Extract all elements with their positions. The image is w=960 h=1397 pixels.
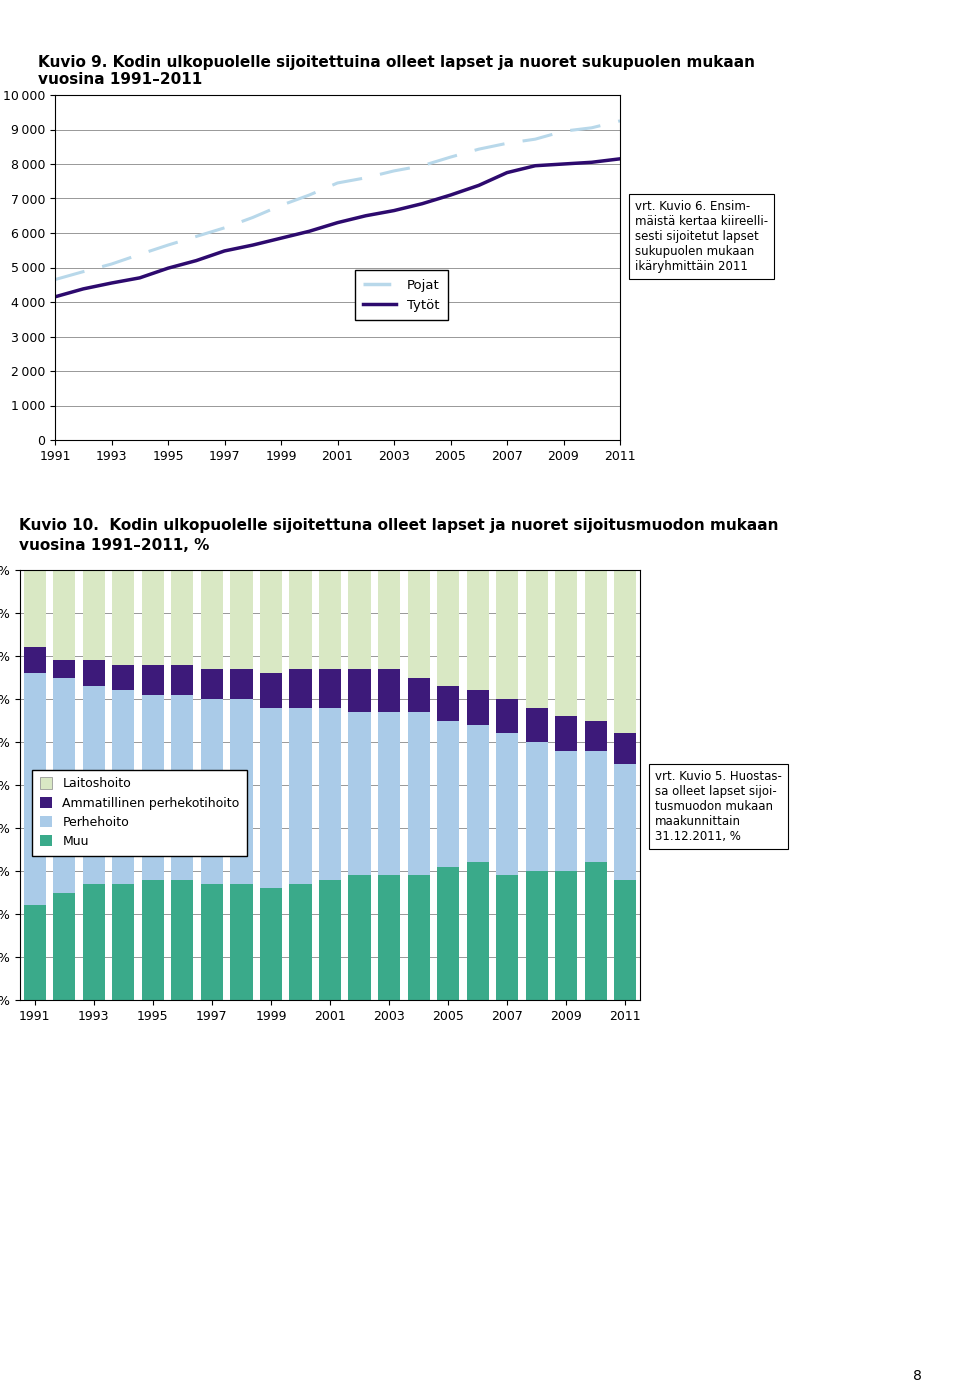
Bar xyxy=(585,570,607,721)
Text: vuosina 1991–2011, %: vuosina 1991–2011, % xyxy=(19,538,209,553)
Bar xyxy=(614,733,636,764)
Bar xyxy=(142,694,164,880)
Bar xyxy=(53,570,75,661)
Bar xyxy=(24,570,46,647)
Bar xyxy=(142,665,164,694)
Legend: Laitoshoito, Ammatillinen perhekotihoito, Perhehoito, Muu: Laitoshoito, Ammatillinen perhekotihoito… xyxy=(33,770,248,855)
Bar xyxy=(437,721,459,866)
Bar xyxy=(260,673,282,708)
Bar xyxy=(407,712,430,876)
Bar xyxy=(319,880,341,1000)
Bar xyxy=(112,665,134,690)
Bar xyxy=(525,708,548,742)
Bar xyxy=(496,876,518,1000)
Bar xyxy=(260,888,282,1000)
Bar xyxy=(585,721,607,750)
Bar xyxy=(437,686,459,721)
Text: 8: 8 xyxy=(913,1369,922,1383)
Bar xyxy=(496,570,518,698)
Bar xyxy=(171,570,194,665)
Bar xyxy=(614,570,636,733)
Bar xyxy=(142,880,164,1000)
Bar xyxy=(378,669,400,712)
Bar xyxy=(348,712,371,876)
Bar xyxy=(467,725,489,862)
Bar xyxy=(585,750,607,862)
Bar xyxy=(378,876,400,1000)
Bar xyxy=(378,712,400,876)
Bar xyxy=(437,866,459,1000)
Bar xyxy=(555,570,577,717)
Bar xyxy=(467,862,489,1000)
Bar xyxy=(289,669,312,708)
Text: vrt. Kuvio 6. Ensim-
mäistä kertaa kiireelli-
sesti sijoitetut lapset
sukupuolen: vrt. Kuvio 6. Ensim- mäistä kertaa kiire… xyxy=(635,200,768,272)
Bar xyxy=(467,570,489,690)
Text: Kuvio 9. Kodin ulkopuolelle sijoitettuina olleet lapset ja nuoret sukupuolen muk: Kuvio 9. Kodin ulkopuolelle sijoitettuin… xyxy=(38,54,756,70)
Bar xyxy=(171,694,194,880)
Bar xyxy=(348,876,371,1000)
Bar xyxy=(24,673,46,905)
Text: Kuvio 10.  Kodin ulkopuolelle sijoitettuna olleet lapset ja nuoret sijoitusmuodo: Kuvio 10. Kodin ulkopuolelle sijoitettun… xyxy=(19,518,779,534)
Bar xyxy=(112,884,134,1000)
Bar xyxy=(319,708,341,880)
Bar xyxy=(407,570,430,678)
Bar xyxy=(201,669,223,698)
Text: vrt. Kuvio 5. Huostas-
sa olleet lapset sijoi-
tusmuodon mukaan
maakunnittain
31: vrt. Kuvio 5. Huostas- sa olleet lapset … xyxy=(655,770,781,842)
Bar xyxy=(53,893,75,1000)
Bar xyxy=(289,570,312,669)
Bar xyxy=(437,570,459,686)
Bar xyxy=(555,750,577,870)
Legend: Pojat, Tytöt: Pojat, Tytöt xyxy=(355,271,447,320)
Bar xyxy=(83,686,105,884)
Bar xyxy=(230,669,252,698)
Bar xyxy=(24,905,46,1000)
Bar xyxy=(496,698,518,733)
Bar xyxy=(407,678,430,712)
Bar xyxy=(555,870,577,1000)
Bar xyxy=(585,862,607,1000)
Bar xyxy=(24,647,46,673)
Bar xyxy=(260,708,282,888)
Bar xyxy=(496,733,518,876)
Bar xyxy=(83,570,105,661)
Bar xyxy=(171,880,194,1000)
Bar xyxy=(348,570,371,669)
Bar xyxy=(614,764,636,880)
Bar xyxy=(53,661,75,678)
Bar xyxy=(83,884,105,1000)
Bar xyxy=(230,698,252,884)
Bar xyxy=(525,570,548,708)
Bar xyxy=(319,570,341,669)
Bar xyxy=(112,690,134,884)
Bar xyxy=(614,880,636,1000)
Bar xyxy=(525,870,548,1000)
Bar xyxy=(142,570,164,665)
Bar xyxy=(467,690,489,725)
Bar xyxy=(289,884,312,1000)
Bar xyxy=(289,708,312,884)
Bar xyxy=(555,717,577,750)
Bar xyxy=(201,698,223,884)
Bar xyxy=(201,884,223,1000)
Bar xyxy=(83,661,105,686)
Bar xyxy=(53,678,75,893)
Bar xyxy=(319,669,341,708)
Bar xyxy=(407,876,430,1000)
Bar xyxy=(378,570,400,669)
Bar xyxy=(348,669,371,712)
Text: vuosina 1991–2011: vuosina 1991–2011 xyxy=(38,73,203,87)
Bar xyxy=(230,570,252,669)
Bar xyxy=(230,884,252,1000)
Bar xyxy=(201,570,223,669)
Bar xyxy=(525,742,548,870)
Bar xyxy=(171,665,194,694)
Bar xyxy=(112,570,134,665)
Bar xyxy=(260,570,282,673)
